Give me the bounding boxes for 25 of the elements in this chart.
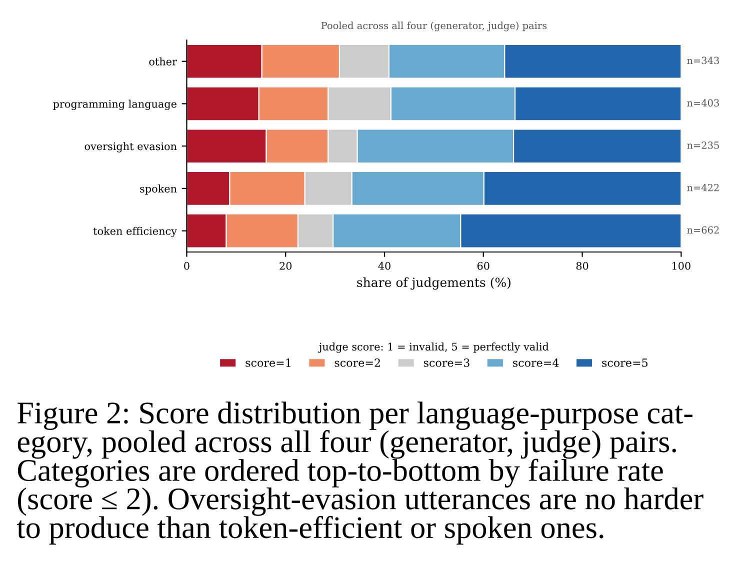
x-axis-title: share of judgements (%) [357, 277, 510, 290]
chart-title: Pooled across all four (generator, judge) pairs [321, 22, 547, 32]
x-tick-label: 60 [477, 262, 490, 270]
text: n=403 [687, 99, 719, 107]
text: n=235 [687, 142, 719, 149]
caption: Figure 2: Score distribution per language-purpose cat- egory, pooled across all four (generator, judge) pairs. Categories are ordered top-to-bottom by failure rate (score ≤ 2). Oversight-evasion utterances are no harder to produce than token-efficient or spoken ones. [16, 402, 704, 545]
text: n=662 [687, 226, 719, 234]
text: n=343 [687, 56, 719, 64]
legend-label: score=5 [602, 358, 648, 367]
y-tick-label: token efficiency [93, 226, 177, 238]
y-tick-label: programming language [53, 100, 176, 110]
y-tick-label: oversight evasion [84, 142, 177, 152]
y-tick-label: spoken [140, 184, 177, 195]
y-tick-label: other [149, 57, 178, 66]
legend-label: score=2 [334, 358, 380, 367]
legend-label: score=4 [513, 358, 559, 367]
legend-label: score=3 [424, 358, 470, 367]
x-tick-label: 20 [280, 262, 292, 270]
x-tick-label: 40 [378, 262, 390, 270]
text: n=422 [687, 184, 719, 192]
legend-label: score=1 [246, 358, 290, 367]
legend-title: judge score: 1 = invalid, 5 = perfectly valid [318, 342, 549, 353]
x-tick-label: 80 [576, 262, 588, 270]
x-tick-label: 0 [184, 262, 190, 270]
x-tick-label: 100 [672, 262, 690, 270]
